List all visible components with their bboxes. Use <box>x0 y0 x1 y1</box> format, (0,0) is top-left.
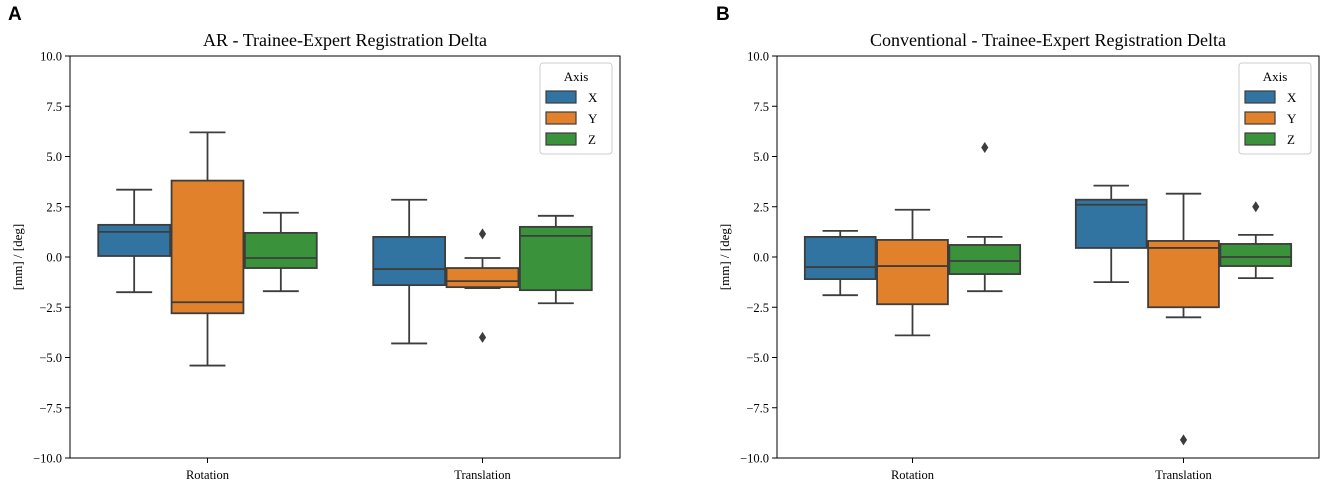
box-iqr <box>445 267 520 289</box>
chart-panel-b: B Conventional - Trainee-Expert Registrat… <box>716 4 1320 482</box>
box-y-rotation <box>170 131 245 367</box>
y-tick-label: 2.5 <box>46 200 62 214</box>
box-x-translation <box>372 198 447 345</box>
box-z-translation <box>519 214 593 305</box>
chart-title: Conventional - Trainee-Expert Registrati… <box>870 30 1226 50</box>
y-tick-label: 7.5 <box>753 100 769 114</box>
legend-label-y: Y <box>588 111 598 126</box>
legend-swatch-x <box>1244 90 1276 104</box>
y-tick-label: −5.0 <box>39 351 62 365</box>
box-iqr <box>876 239 949 306</box>
y-tick-label: −7.5 <box>39 401 62 415</box>
outlier-point <box>981 141 989 153</box>
box-y-translation <box>1147 192 1220 446</box>
box-y-translation <box>445 228 520 343</box>
plot-frame <box>69 55 621 459</box>
panel-letter: B <box>716 4 730 25</box>
y-axis-label: [mm] / [deg] <box>10 224 25 290</box>
y-tick-label: 7.5 <box>46 100 62 114</box>
box-iqr <box>170 179 245 315</box>
outlier-point <box>478 228 487 240</box>
box-z-rotation <box>243 211 318 293</box>
box-iqr <box>372 235 447 287</box>
box-iqr <box>1074 198 1148 249</box>
x-tick-label: Rotation <box>891 468 935 482</box>
x-tick-label: Rotation <box>186 468 230 482</box>
y-tick-label: 2.5 <box>753 200 769 214</box>
outlier-point <box>1179 434 1188 446</box>
x-tick-label: Translation <box>454 468 511 482</box>
y-tick-label: 10.0 <box>40 50 62 64</box>
legend-box <box>539 62 613 155</box>
plot-frame <box>776 55 1320 459</box>
box-iqr <box>243 231 318 269</box>
box-y-rotation <box>876 208 949 337</box>
legend-label-x: X <box>1287 90 1297 105</box>
legend-box <box>1238 62 1312 155</box>
legend-label-z: Z <box>588 132 596 147</box>
box-x-rotation <box>803 229 877 297</box>
legend-swatch-y <box>1244 111 1276 125</box>
legend-swatch-z <box>545 132 577 146</box>
y-tick-label: 5.0 <box>753 150 769 164</box>
legend-label-z: Z <box>1287 132 1295 147</box>
y-tick-label: 0.0 <box>46 251 62 265</box>
y-tick-label: −2.5 <box>39 301 62 315</box>
chart-title: AR - Trainee-Expert Registration Delta <box>203 30 487 50</box>
box-iqr <box>1219 243 1293 267</box>
y-tick-label: −5.0 <box>746 351 769 365</box>
legend: Axis XYZ <box>1238 62 1312 155</box>
box-z-translation <box>1219 201 1293 280</box>
legend-title: Axis <box>1263 69 1288 84</box>
legend-title: Axis <box>564 69 589 84</box>
y-tick-label: 0.0 <box>753 251 769 265</box>
y-tick-label: 5.0 <box>46 150 62 164</box>
box-z-rotation <box>948 141 1022 293</box>
outlier-point <box>478 331 487 343</box>
box-iqr <box>97 223 171 257</box>
y-axis-label: [mm] / [deg] <box>717 224 732 290</box>
x-tick-label: Translation <box>1155 468 1212 482</box>
legend-swatch-x <box>545 90 577 104</box>
y-tick-label: −7.5 <box>746 401 769 415</box>
chart-panel-a: A AR - Trainee-Expert Registration Delta −… <box>8 4 621 482</box>
panel-letter: A <box>8 4 22 25</box>
box-iqr <box>803 235 877 281</box>
y-tick-label: −2.5 <box>746 301 769 315</box>
box-iqr <box>519 225 593 292</box>
legend: Axis XYZ <box>539 62 613 155</box>
box-iqr <box>948 244 1022 275</box>
legend-label-x: X <box>588 90 598 105</box>
legend-swatch-z <box>1244 132 1276 146</box>
box-x-translation <box>1074 184 1148 284</box>
y-tick-label: −10.0 <box>33 452 62 466</box>
legend-swatch-y <box>545 111 577 125</box>
box-x-rotation <box>97 188 171 294</box>
y-tick-label: −10.0 <box>740 452 769 466</box>
legend-label-y: Y <box>1287 111 1297 126</box>
outlier-point <box>1252 201 1260 213</box>
y-tick-label: 10.0 <box>747 50 769 64</box>
box-iqr <box>1147 240 1220 309</box>
